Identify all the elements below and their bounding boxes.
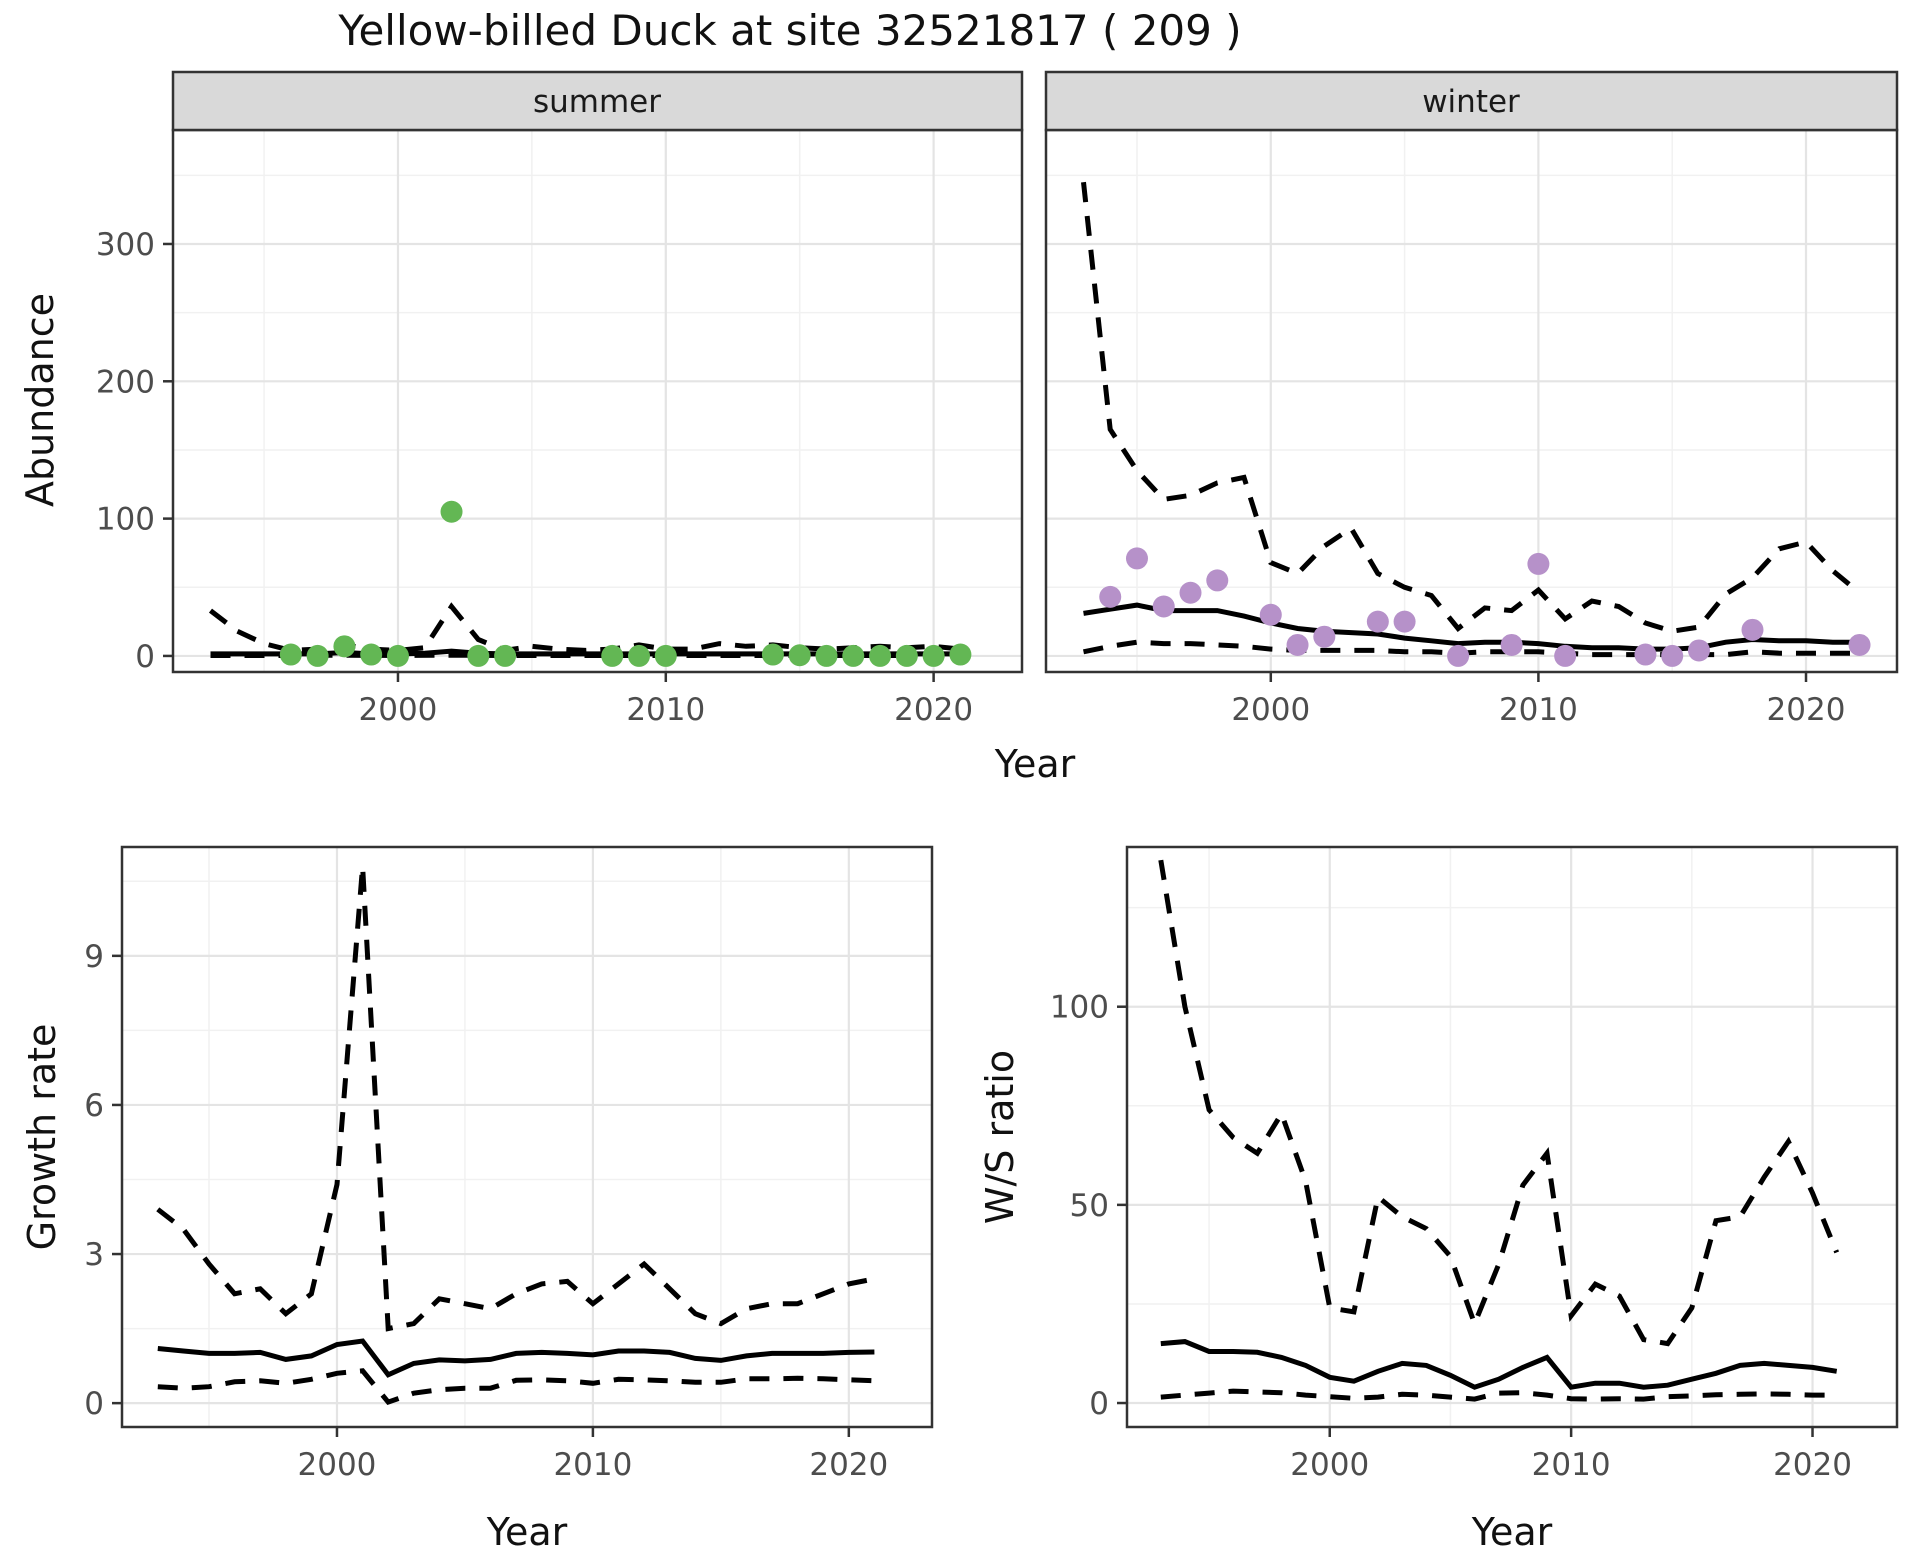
data-point xyxy=(1393,610,1416,633)
facet-strip xyxy=(1044,70,1899,132)
panel-background xyxy=(1127,847,1897,1427)
panel-plot-area xyxy=(1127,847,1897,1427)
facet-strip-label-summer: summer xyxy=(533,84,661,120)
y-axis-title-abundance: Abundance xyxy=(18,292,62,508)
x-axis-tick-label: 2000 xyxy=(359,692,438,728)
y-axis-tick-label: 200 xyxy=(96,364,155,400)
panel-border xyxy=(120,845,934,1429)
data-point xyxy=(815,644,838,667)
data-point xyxy=(1661,644,1684,667)
data-point xyxy=(1152,595,1175,618)
y-axis-tick-label: 100 xyxy=(96,502,155,538)
panel-background xyxy=(122,847,932,1427)
panel-border xyxy=(1125,845,1899,1429)
x-axis-tick-label: 2010 xyxy=(1532,1447,1611,1483)
x-axis-title-year-top: Year xyxy=(994,742,1076,786)
data-point xyxy=(279,643,302,666)
facet-strip-label-winter: winter xyxy=(1422,84,1520,120)
x-axis-tick-label: 2010 xyxy=(626,692,705,728)
data-point xyxy=(1366,610,1389,633)
confidence-interval-line xyxy=(208,602,961,653)
data-point xyxy=(1848,633,1871,656)
trend-line xyxy=(1160,1339,1838,1390)
data-point xyxy=(1099,585,1122,608)
data-point xyxy=(788,644,811,667)
panel-background xyxy=(1046,130,1897,672)
x-axis-title-year-ws: Year xyxy=(1471,1510,1553,1554)
data-point xyxy=(1286,633,1309,656)
x-axis-tick-label: 2020 xyxy=(894,692,973,728)
data-point xyxy=(1125,547,1148,570)
data-point xyxy=(1554,644,1577,667)
y-axis-tick-label: 50 xyxy=(1070,1188,1109,1224)
x-axis-tick-label: 2020 xyxy=(1773,1447,1852,1483)
data-point xyxy=(1527,552,1550,575)
data-point xyxy=(922,644,945,667)
data-point xyxy=(842,644,865,667)
data-point xyxy=(306,644,329,667)
confidence-interval-line xyxy=(156,866,875,1332)
y-axis-title-ws-ratio: W/S ratio xyxy=(978,1049,1022,1225)
data-point xyxy=(1313,625,1336,648)
panel-plot-area xyxy=(122,847,932,1427)
data-point xyxy=(1259,603,1282,626)
trend-line xyxy=(1083,602,1860,652)
confidence-interval-line xyxy=(1158,859,1840,1347)
data-point xyxy=(761,643,784,666)
x-axis-tick-label: 2020 xyxy=(1767,692,1846,728)
data-point xyxy=(628,644,651,667)
panel-background xyxy=(173,130,1022,672)
data-point xyxy=(360,643,383,666)
y-axis-tick-label: 3 xyxy=(84,1237,104,1273)
data-point xyxy=(1447,644,1470,667)
data-point xyxy=(869,644,892,667)
y-axis-tick-label: 300 xyxy=(96,227,155,263)
data-point xyxy=(895,644,918,667)
data-point xyxy=(467,644,490,667)
data-point xyxy=(949,643,972,666)
data-point xyxy=(1206,569,1229,592)
y-axis-tick-label: 100 xyxy=(1050,990,1109,1026)
panel-plot-area xyxy=(173,130,1022,672)
panel-plot-area xyxy=(1046,130,1897,672)
y-axis-title-growth-rate: Growth rate xyxy=(20,1023,64,1251)
y-axis-tick-label: 0 xyxy=(1089,1386,1109,1422)
chart-title: Yellow-billed Duck at site 32521817 ( 20… xyxy=(338,6,1242,55)
data-point xyxy=(386,644,409,667)
data-point xyxy=(601,644,624,667)
data-point xyxy=(1500,633,1523,656)
confidence-interval-line xyxy=(1081,181,1862,634)
data-point xyxy=(1179,581,1202,604)
x-axis-title-year-growth: Year xyxy=(486,1510,568,1554)
y-axis-tick-label: 6 xyxy=(84,1088,104,1124)
data-point xyxy=(440,500,463,523)
y-axis-tick-label: 9 xyxy=(84,939,104,975)
y-axis-tick-label: 0 xyxy=(84,1386,104,1422)
trend-line xyxy=(157,1338,875,1378)
data-point xyxy=(1741,618,1764,641)
data-point xyxy=(1687,639,1710,662)
x-axis-tick-label: 2010 xyxy=(1499,692,1578,728)
confidence-interval-line xyxy=(1160,1388,1837,1402)
data-point xyxy=(1634,643,1657,666)
x-axis-tick-label: 2000 xyxy=(1290,1447,1369,1483)
confidence-interval-line xyxy=(1082,639,1860,658)
data-point xyxy=(654,644,677,667)
facet-strip xyxy=(171,70,1024,132)
data-point xyxy=(333,635,356,658)
x-axis-tick-label: 2000 xyxy=(298,1447,377,1483)
confidence-interval-line xyxy=(157,1368,875,1406)
y-axis-tick-label: 0 xyxy=(135,639,155,675)
x-axis-tick-label: 2000 xyxy=(1231,692,1310,728)
x-axis-tick-label: 2020 xyxy=(809,1447,888,1483)
x-axis-tick-label: 2010 xyxy=(553,1447,632,1483)
data-point xyxy=(494,644,517,667)
